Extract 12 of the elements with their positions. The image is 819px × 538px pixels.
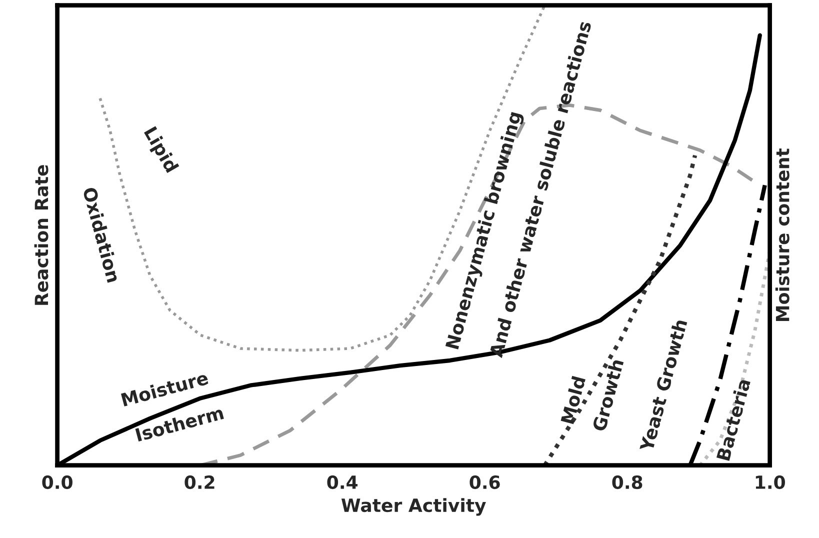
annotation: Growth — [592, 358, 624, 432]
x-tick-label: 0.4 — [327, 475, 358, 490]
y2-axis-title: Moisture content — [775, 148, 790, 321]
annotation: Yeast Growth — [639, 318, 688, 452]
y-axis-title: Reaction Rate — [34, 165, 48, 305]
x-tick-label: 0.6 — [470, 475, 500, 490]
x-tick-label: 0.2 — [184, 475, 214, 490]
annotation: Mold — [560, 376, 586, 424]
x-tick-label: 0.8 — [612, 475, 642, 490]
x-tick-label: 1.0 — [756, 475, 785, 490]
x-tick-label: 0.0 — [42, 475, 72, 490]
x-axis-title: Water Activity — [341, 498, 486, 516]
